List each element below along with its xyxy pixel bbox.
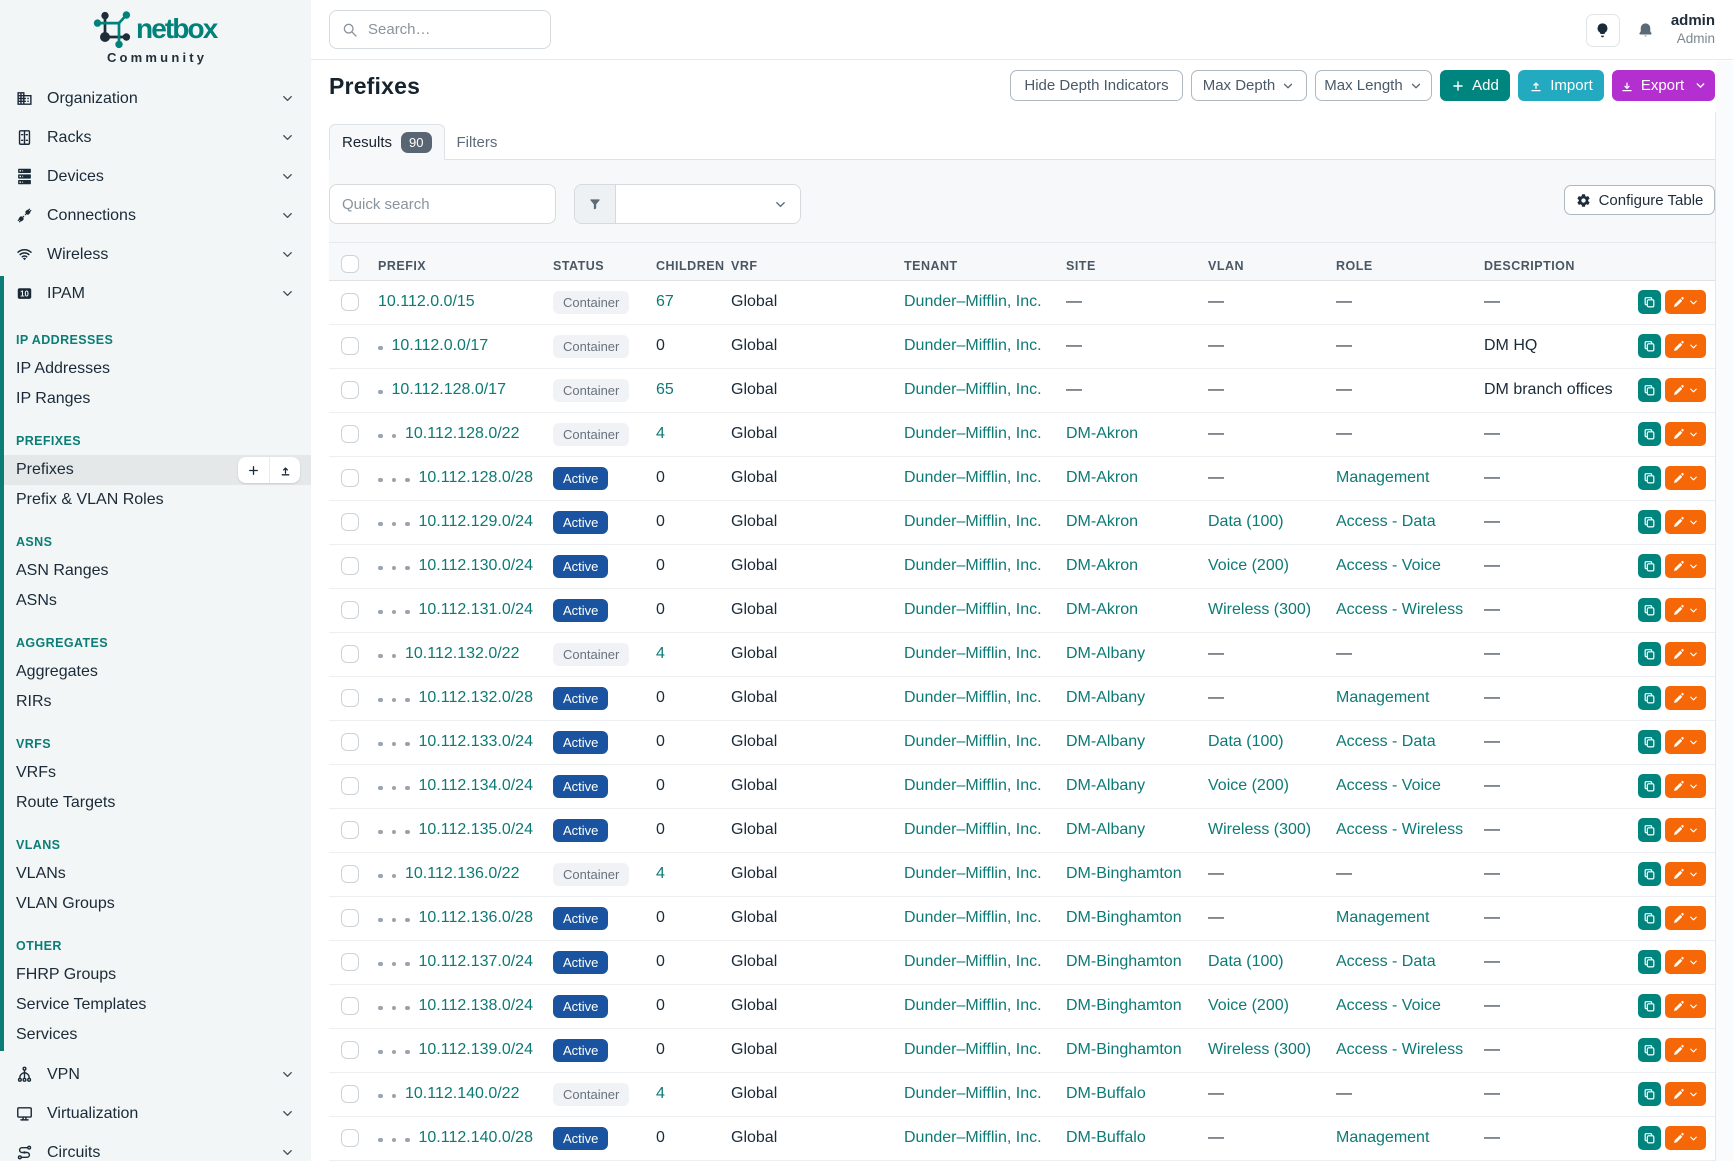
svg-text:10: 10 (20, 290, 29, 299)
